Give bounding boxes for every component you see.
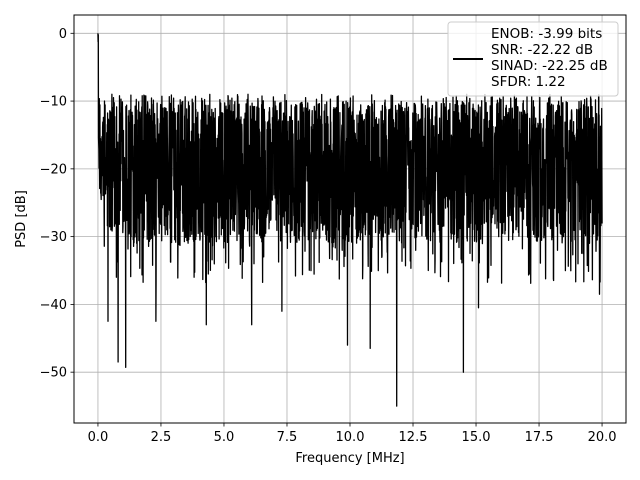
x-tick-label: 2.5 [151, 430, 172, 445]
legend: ENOB: -3.99 bits SNR: -22.22 dB SINAD: -… [447, 21, 619, 97]
legend-sfdr: SFDR: 1.22 [491, 74, 566, 90]
y-tick-label: −30 [40, 230, 67, 245]
x-tick-label: 17.5 [525, 430, 554, 445]
x-tick-label: 12.5 [399, 430, 428, 445]
x-tick-label: 5.0 [214, 430, 235, 445]
legend-snr: SNR: -22.22 dB [491, 42, 593, 58]
legend-box [447, 21, 619, 97]
legend-sinad: SINAD: -22.25 dB [491, 58, 608, 74]
y-tick-label: −10 [40, 95, 67, 110]
psd-series-line [97, 33, 603, 407]
y-tick-label: −40 [40, 298, 67, 313]
x-tick-label: 20.0 [588, 430, 617, 445]
y-tick-label: 0 [59, 27, 67, 42]
x-tick-label: 0.0 [88, 430, 109, 445]
y-tick-label: −50 [40, 366, 67, 381]
y-axis-label: PSD [dB] [14, 190, 29, 248]
y-axis: 0 −10 −20 −30 −40 −50 [40, 27, 74, 381]
x-tick-label: 10.0 [336, 430, 365, 445]
legend-enob: ENOB: -3.99 bits [491, 26, 602, 42]
y-tick-label: −20 [40, 162, 67, 177]
x-tick-label: 7.5 [277, 430, 298, 445]
x-axis: 0.0 2.5 5.0 7.5 10.0 12.5 15.0 17.5 20.0 [88, 423, 617, 445]
series-layer [97, 33, 603, 407]
x-axis-label: Frequency [MHz] [295, 451, 404, 466]
x-tick-label: 15.0 [462, 430, 491, 445]
